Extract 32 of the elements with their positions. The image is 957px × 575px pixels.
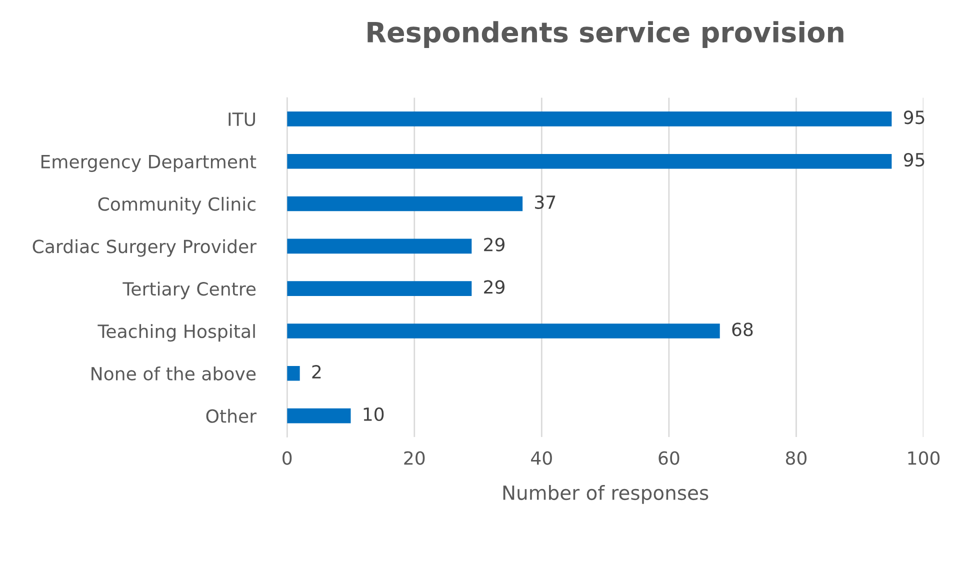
x-axis-title: Number of responses [503,485,708,504]
chart-title: Respondents service provision [368,21,844,48]
data-label: 10 [364,407,384,422]
data-label: 29 [484,280,504,294]
y-tick-label: Other [206,408,257,423]
bar [287,324,720,338]
bar [287,112,892,126]
data-label: 2 [312,364,321,378]
y-tick-label: Cardiac Surgery Provider [32,239,257,257]
x-tick-label: 100 [908,451,940,465]
y-tick-label: Tertiary Centre [122,282,256,300]
x-tick-label: 40 [531,451,552,465]
data-label: 37 [535,195,556,210]
y-tick-label: Emergency Department [41,155,256,172]
data-label: 29 [484,238,504,252]
data-label: 68 [732,322,753,336]
bar [287,196,523,212]
bar [287,238,472,254]
bar [287,281,472,296]
y-tick-label: None of the above [92,366,256,381]
y-tick-label: ITU [228,112,255,126]
y-tick-label: Teaching Hospital [98,324,255,342]
y-tick-label: Community Clinic [98,196,256,214]
x-tick-label: 20 [404,451,425,465]
x-tick-label: 0 [282,451,292,465]
bar [287,408,351,424]
x-tick-label: 80 [786,451,807,465]
bar [287,366,300,381]
bar [287,154,892,169]
data-label: 95 [904,152,924,167]
x-tick-label: 60 [658,451,680,465]
data-label: 95 [904,110,924,124]
